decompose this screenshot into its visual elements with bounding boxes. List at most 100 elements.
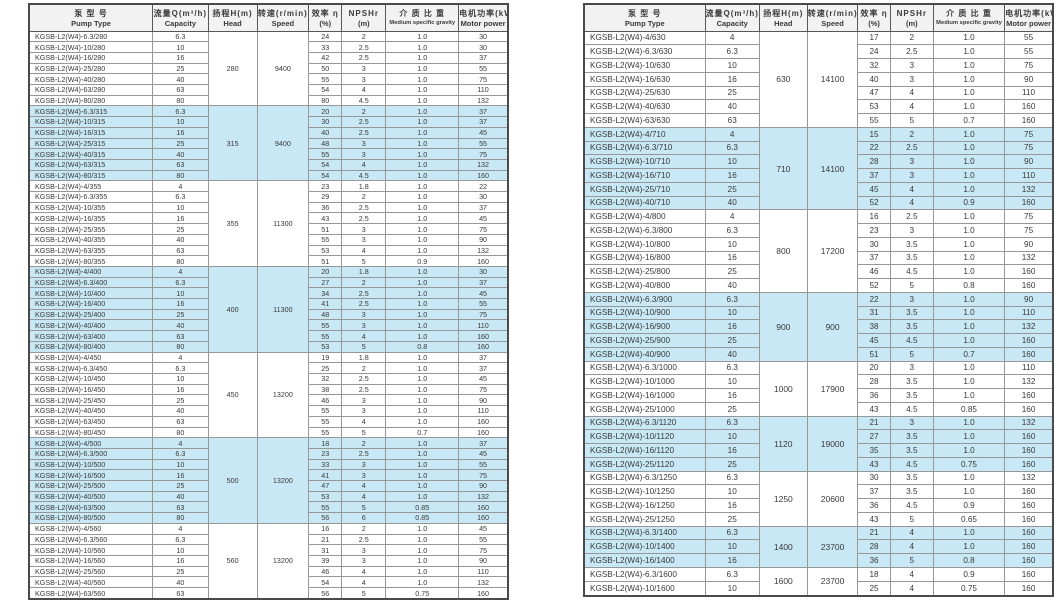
capacity-cell: 10 <box>152 458 209 471</box>
efficiency-cell: 53 <box>308 244 343 257</box>
motor-power-cell: 132 <box>458 244 509 257</box>
efficiency-cell: 54 <box>308 158 343 171</box>
specific-gravity-cell: 0.7 <box>385 426 460 439</box>
table-row: KGSB-L2(W4)-16/500 16 41 3 1.0 75 <box>28 469 509 482</box>
npshr-cell: 3 <box>889 71 934 87</box>
pump-spec-table-left: 泵 型 号 Pump Type 流量Q(m³/h) Capacity 扬程H(m) Hea… <box>28 3 509 600</box>
efficiency-cell: 51 <box>857 346 891 362</box>
motor-power-cell: 160 <box>1004 511 1054 527</box>
table-row: KGSB-L2(W4)-10/1250 10 37 3.5 1.0 160 <box>583 484 1054 499</box>
capacity-cell: 40 <box>152 319 209 332</box>
npshr-cell: 2 <box>341 437 387 449</box>
capacity-cell: 10 <box>704 429 760 444</box>
efficiency-cell: 41 <box>308 298 343 310</box>
npshr-cell: 1.8 <box>341 351 387 364</box>
speed-cell: 23700 <box>806 566 859 597</box>
specific-gravity-cell: 1.0 <box>385 169 460 182</box>
pump-model-cell: KGSB-L2(W4)-4/560 <box>28 522 154 535</box>
npshr-cell: 5 <box>341 587 387 600</box>
efficiency-cell: 47 <box>857 85 891 101</box>
specific-gravity-cell: 1.0 <box>385 544 460 556</box>
specific-gravity-cell: 1.0 <box>385 480 460 492</box>
npshr-cell: 4.5 <box>889 333 934 348</box>
speed-cell: 23700 <box>806 525 859 568</box>
motor-power-cell: 75 <box>458 308 509 321</box>
npshr-cell: 3.5 <box>889 443 934 458</box>
efficiency-cell: 46 <box>308 565 343 578</box>
npshr-cell: 3 <box>341 233 387 246</box>
specific-gravity-cell: 1.0 <box>932 264 1006 279</box>
pump-model-cell: KGSB-L2(W4)-10/710 <box>583 154 706 169</box>
motor-power-cell: 160 <box>1004 443 1054 458</box>
efficiency-cell: 40 <box>857 71 891 87</box>
table-row: KGSB-L2(W4)-10/1000 10 28 3.5 1.0 132 <box>583 374 1054 389</box>
motor-power-cell: 90 <box>458 233 509 246</box>
col-header-zh-label: NPSHr <box>896 8 927 18</box>
capacity-cell: 80 <box>152 340 209 353</box>
specific-gravity-cell: 1.0 <box>932 305 1006 321</box>
efficiency-cell: 48 <box>308 137 343 150</box>
specific-gravity-cell: 1.0 <box>932 525 1006 541</box>
motor-power-cell: 75 <box>1004 223 1054 238</box>
table-row: KGSB-L2(W4)-4/450 4 450 13200 19 1.8 1.0 37 <box>28 351 509 439</box>
specific-gravity-cell: 1.0 <box>385 73 460 86</box>
capacity-cell: 4 <box>152 265 209 278</box>
efficiency-cell: 36 <box>308 201 343 214</box>
pump-model-cell: KGSB-L2(W4)-6.3/1400 <box>583 525 706 541</box>
table-row: KGSB-L2(W4)-16/800 16 37 3.5 1.0 132 <box>583 250 1054 266</box>
capacity-cell: 6.3 <box>152 105 209 118</box>
specific-gravity-cell: 1.0 <box>932 99 1006 114</box>
capacity-cell: 10 <box>152 287 209 300</box>
pump-model-cell: KGSB-L2(W4)-25/560 <box>28 565 154 578</box>
col-header-zh-label: 介 质 比 重 <box>399 8 446 18</box>
capacity-cell: 6.3 <box>704 415 760 431</box>
motor-power-cell: 160 <box>1004 401 1054 417</box>
specific-gravity-cell: 1.0 <box>932 374 1006 389</box>
specific-gravity-cell: 0.8 <box>932 278 1006 293</box>
pump-model-cell: KGSB-L2(W4)-16/900 <box>583 319 706 334</box>
capacity-cell: 6.3 <box>704 44 760 59</box>
pump-model-cell: KGSB-L2(W4)-10/315 <box>28 116 154 128</box>
table-row: KGSB-L2(W4)-6.3/1600 6.3 1600 23700 18 4 0.9 16… <box>583 566 1054 597</box>
header-row: 泵 型 号 Pump Type 流量Q(m³/h) Capacity 扬程H(m) Hea… <box>28 3 509 32</box>
table-row: KGSB-L2(W4)-6.3/280 6.3 280 9400 24 2 1.0 30 <box>28 30 509 107</box>
specific-gravity-cell: 1.0 <box>932 168 1006 183</box>
specific-gravity-cell: 1.0 <box>932 209 1006 224</box>
efficiency-cell: 51 <box>308 255 343 267</box>
npshr-cell: 5 <box>889 346 934 362</box>
npshr-cell: 3.5 <box>889 470 934 486</box>
npshr-cell: 2 <box>341 105 387 118</box>
specific-gravity-cell: 1.0 <box>932 250 1006 266</box>
pump-model-cell: KGSB-L2(W4)-6.3/1250 <box>583 470 706 486</box>
pump-model-cell: KGSB-L2(W4)-6.3/355 <box>28 191 154 203</box>
col-header-zh-label: 转速(r/min) <box>257 8 308 18</box>
pump-model-cell: KGSB-L2(W4)-10/355 <box>28 201 154 214</box>
specific-gravity-cell: 0.7 <box>932 113 1006 128</box>
capacity-cell: 6.3 <box>152 191 209 203</box>
capacity-cell: 16 <box>704 498 760 513</box>
npshr-cell: 3 <box>889 168 934 183</box>
specific-gravity-cell: 1.0 <box>385 490 460 503</box>
specific-gravity-cell: 1.0 <box>385 362 460 374</box>
motor-power-cell: 110 <box>1004 305 1054 321</box>
motor-power-cell: 110 <box>458 319 509 332</box>
capacity-cell: 16 <box>152 126 209 139</box>
npshr-cell: 2 <box>341 522 387 535</box>
motor-power-cell: 45 <box>458 522 509 535</box>
npshr-cell: 2.5 <box>341 287 387 300</box>
motor-power-cell: 132 <box>1004 181 1054 197</box>
motor-power-cell: 160 <box>458 255 509 267</box>
pump-model-cell: KGSB-L2(W4)-25/800 <box>583 264 706 279</box>
efficiency-cell: 55 <box>308 501 343 514</box>
capacity-cell: 16 <box>152 383 209 396</box>
specific-gravity-cell: 1.0 <box>932 223 1006 238</box>
efficiency-cell: 16 <box>308 522 343 535</box>
col-header-npshr: NPSHr (m) <box>341 3 387 32</box>
head-cell: 1000 <box>758 360 808 417</box>
motor-power-cell: 37 <box>458 201 509 214</box>
table-row: KGSB-L2(W4)-16/560 16 39 3 1.0 90 <box>28 554 509 567</box>
table-row: KGSB-L2(W4)-40/710 40 52 4 0.9 160 <box>583 195 1054 211</box>
specific-gravity-cell: 1.0 <box>385 137 460 150</box>
motor-power-cell: 30 <box>458 41 509 53</box>
table-row: KGSB-L2(W4)-6.3/560 6.3 21 2.5 1.0 55 <box>28 533 509 546</box>
